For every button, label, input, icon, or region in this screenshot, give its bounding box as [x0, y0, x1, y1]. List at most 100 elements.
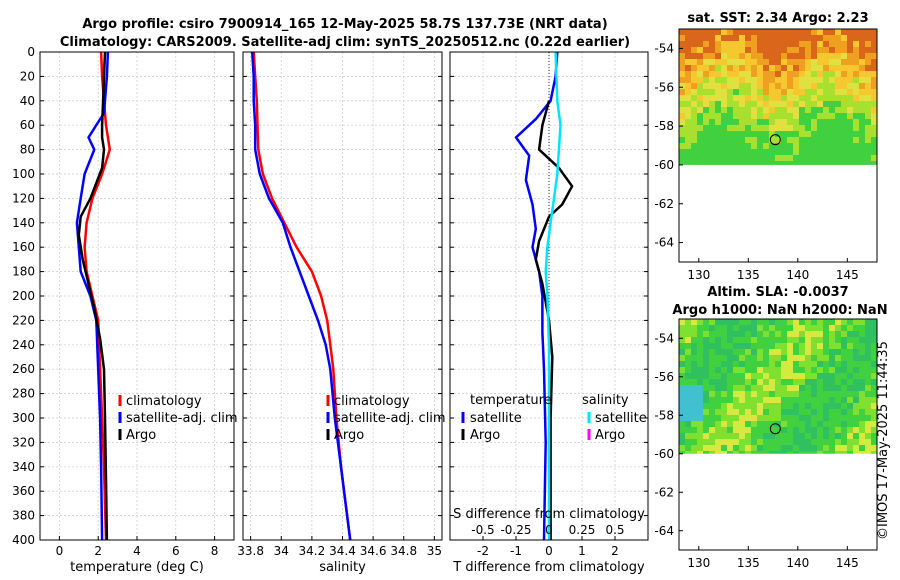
heat-cell [715, 149, 721, 155]
heat-cell [787, 421, 793, 427]
heat-cell [685, 47, 691, 53]
heat-cell [697, 131, 703, 137]
heat-cell [781, 149, 787, 155]
heat-cell [823, 53, 829, 59]
heat-cell [721, 53, 727, 59]
heat-cell [841, 331, 847, 337]
heat-cell [757, 391, 763, 397]
heat-cell [775, 113, 781, 119]
heat-cell [745, 373, 751, 379]
heat-cell [733, 391, 739, 397]
heat-cell [871, 391, 877, 397]
heat-cell [775, 143, 781, 149]
heat-cell [805, 349, 811, 355]
heat-cell [691, 101, 697, 107]
heat-cell [781, 125, 787, 131]
heat-cell [769, 143, 775, 149]
heat-cell [775, 415, 781, 421]
heat-cell [847, 433, 853, 439]
heat-cell [763, 47, 769, 53]
heat-cell [799, 325, 805, 331]
heat-cell [823, 65, 829, 71]
heat-cell [775, 107, 781, 113]
heat-cell [751, 149, 757, 155]
heat-cell [835, 409, 841, 415]
heat-cell [691, 149, 697, 155]
heat-cell [835, 89, 841, 95]
heat-cell [775, 451, 781, 454]
heat-cell [691, 409, 697, 415]
heat-cell [757, 47, 763, 53]
heat-cell [739, 337, 745, 343]
heat-cell [769, 367, 775, 373]
heat-cell [829, 367, 835, 373]
heat-cell [769, 409, 775, 415]
heat-cell [685, 451, 691, 454]
heat-cell [763, 391, 769, 397]
heat-cell [757, 59, 763, 65]
heat-cell [745, 137, 751, 143]
heat-cell [733, 421, 739, 427]
heat-cell [697, 155, 703, 161]
heat-cell [769, 41, 775, 47]
heat-cell [757, 367, 763, 373]
heat-cell [859, 337, 865, 343]
heat-cell [679, 125, 685, 131]
heat-cell [739, 107, 745, 113]
heat-cell [763, 451, 769, 454]
heat-cell [745, 83, 751, 89]
heat-cell [859, 343, 865, 349]
heat-cell [835, 349, 841, 355]
heat-cell [823, 161, 829, 165]
heat-cell [739, 415, 745, 421]
heat-cell [871, 355, 877, 361]
heat-cell [679, 361, 685, 367]
heat-cell [865, 319, 871, 325]
heat-cell [853, 415, 859, 421]
heat-cell [871, 445, 877, 451]
heat-cell [751, 161, 757, 165]
heat-cell [739, 325, 745, 331]
heat-cell [703, 71, 709, 77]
heat-cell [733, 47, 739, 53]
heat-cell [721, 373, 727, 379]
heat-cell [745, 125, 751, 131]
heat-cell [721, 143, 727, 149]
heat-cell [853, 337, 859, 343]
heat-cell [763, 83, 769, 89]
heat-cell [733, 101, 739, 107]
heat-cell [823, 113, 829, 119]
heat-cell [847, 95, 853, 101]
heat-cell [781, 361, 787, 367]
heat-cell [793, 349, 799, 355]
heat-cell [763, 343, 769, 349]
heat-cell [727, 439, 733, 445]
y-tick-label: 140 [12, 216, 35, 230]
y-tick-label: 120 [12, 191, 35, 205]
heat-cell [733, 29, 739, 35]
heat-cell [775, 125, 781, 131]
heat-cell [715, 337, 721, 343]
heat-cell [823, 355, 829, 361]
heat-cell [781, 385, 787, 391]
heat-cell [733, 409, 739, 415]
heat-cell [847, 161, 853, 165]
heat-cell [817, 349, 823, 355]
heat-cell [739, 89, 745, 95]
heat-cell [685, 137, 691, 143]
heat-cell [805, 95, 811, 101]
heat-cell [763, 131, 769, 137]
heat-cell [691, 427, 697, 433]
heat-cell [847, 137, 853, 143]
heat-cell [787, 409, 793, 415]
heat-cell [859, 53, 865, 59]
heat-cell [751, 65, 757, 71]
heat-cell [841, 373, 847, 379]
heat-cell [871, 379, 877, 385]
heat-cell [709, 113, 715, 119]
x-tick-label: 4 [133, 544, 141, 558]
heat-cell [787, 403, 793, 409]
heat-cell [811, 433, 817, 439]
heat-cell [829, 53, 835, 59]
y-tick-label: 320 [12, 435, 35, 449]
